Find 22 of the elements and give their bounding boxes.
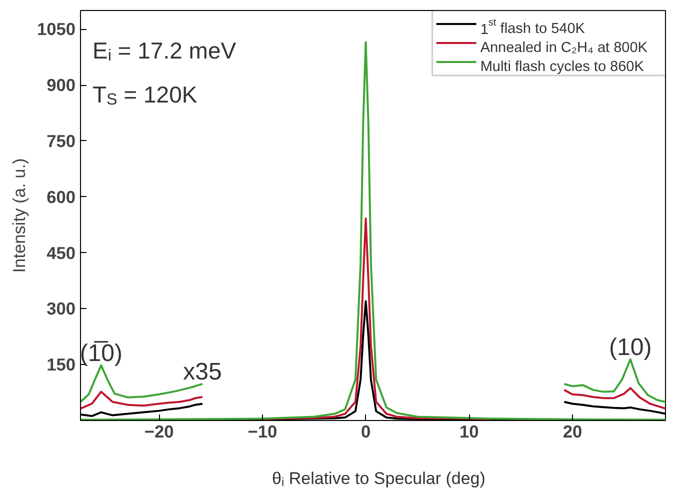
line-series	[261, 217, 491, 420]
annotation: (10)	[609, 334, 652, 361]
y-tick-label: 300	[46, 298, 76, 319]
y-tick-label: 600	[46, 186, 76, 207]
line-series	[80, 390, 204, 410]
line-series	[563, 387, 666, 410]
y-tick-label: 900	[46, 75, 76, 96]
x-tick-label: 0	[360, 422, 371, 442]
y-axis-title: Intensity (a. u.)	[8, 158, 29, 273]
annotation: (1̅0)	[80, 340, 123, 367]
legend-label: Multi flash cycles to 860K	[480, 59, 644, 75]
x-tick-label: 10	[459, 422, 479, 442]
y-tick-label: 150	[46, 354, 76, 375]
y-tick-label: 450	[46, 242, 76, 263]
x-tick-label: −20	[144, 422, 174, 442]
legend-label: Annealed in C₂H₄ at 800K	[480, 40, 648, 56]
y-tick-label: 1050	[36, 19, 76, 40]
line-series	[563, 358, 666, 403]
annotation: x35	[183, 358, 222, 386]
y-tick-label: 750	[46, 130, 76, 151]
x-tick-label: 20	[562, 422, 582, 442]
x-tick-label: −10	[248, 422, 278, 442]
